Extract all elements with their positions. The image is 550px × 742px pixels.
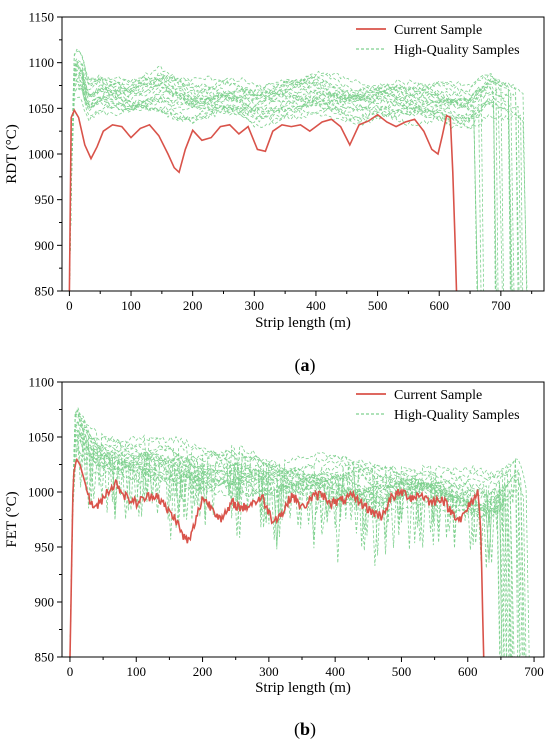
series-high-quality-trace [69, 406, 530, 657]
series-high-quality-trace [69, 410, 512, 657]
series-high-quality-trace [69, 63, 513, 291]
x-axis-label: Strip length (m) [255, 315, 351, 331]
series-high-quality-trace [69, 415, 507, 657]
series-high-quality-trace [69, 82, 511, 291]
series-high-quality-trace [69, 60, 512, 291]
y-tick-label: 1100 [28, 55, 54, 70]
x-tick-label: 500 [392, 664, 412, 679]
y-tick-label: 950 [35, 540, 55, 555]
series-high-quality-trace [69, 422, 501, 657]
series-high-quality-trace [69, 421, 521, 657]
y-tick-label: 1000 [28, 485, 54, 500]
y-tick-label: 1100 [28, 375, 54, 390]
x-tick-label: 200 [183, 298, 203, 313]
series-high-quality-trace [69, 80, 524, 291]
plot-area [68, 48, 528, 291]
series-high-quality-trace [69, 79, 512, 291]
series-high-quality-trace [69, 423, 518, 657]
y-axis-label: FET (°C) [4, 491, 20, 547]
chart-panel-a: 0 100 200 300 400 500 600 700 850 900 950 1000 1050 1… [4, 10, 545, 376]
series-high-quality-trace [69, 73, 479, 291]
series-high-quality-trace [69, 433, 510, 657]
series-high-quality-trace [69, 429, 514, 657]
x-tick-label: 200 [193, 664, 213, 679]
y-tick-label: 950 [35, 192, 55, 207]
y-tick-label: 900 [35, 238, 55, 253]
y-tick-label: 900 [35, 595, 55, 610]
series-high-quality-trace [69, 73, 479, 291]
series-high-quality-trace [69, 73, 504, 291]
x-tick-label: 100 [121, 298, 141, 313]
y-tick-label: 1150 [28, 10, 54, 25]
series-high-quality-trace [69, 63, 519, 291]
chart-panel-b: 0 100 200 300 400 500 600 700 850 900 950 1000 1050 1… [4, 375, 545, 740]
y-tick-label: 1050 [28, 430, 54, 445]
y-tick-label: 1000 [28, 147, 54, 162]
series-high-quality-trace [69, 69, 497, 291]
series-high-quality-trace [69, 63, 484, 291]
series-high-quality-trace [69, 439, 503, 657]
x-tick-label: 0 [66, 298, 73, 313]
series-high-quality-trace [69, 60, 527, 291]
y-tick-label: 850 [35, 650, 55, 665]
x-tick-label: 300 [259, 664, 279, 679]
series-current-sample [68, 108, 458, 291]
series-high-quality-trace [69, 64, 482, 291]
plot-frame [61, 16, 545, 292]
series-high-quality-trace [69, 86, 528, 291]
x-tick-label: 700 [524, 664, 544, 679]
y-tick-label: 850 [35, 284, 55, 299]
series-high-quality-trace [69, 77, 478, 291]
series-high-quality-trace [69, 411, 512, 657]
legend-label-high-quality: High-Quality Samples [394, 408, 520, 423]
x-axis-label: Strip length (m) [255, 680, 351, 696]
x-tick-label: 400 [306, 298, 326, 313]
x-tick-label: 300 [245, 298, 265, 313]
series-high-quality-trace [69, 96, 503, 291]
x-tick-label: 600 [458, 664, 478, 679]
x-tick-label: 100 [127, 664, 147, 679]
plot-area [69, 406, 530, 657]
x-tick-label: 0 [67, 664, 74, 679]
legend-label-current: Current Sample [394, 23, 482, 38]
y-axis-label: RDT (°C) [4, 124, 20, 183]
x-tick-label: 600 [429, 298, 449, 313]
series-high-quality-trace [69, 435, 508, 657]
panel-label: (a) [295, 355, 316, 376]
legend-label-current: Current Sample [394, 388, 482, 403]
x-tick-label: 700 [491, 298, 511, 313]
series-high-quality-trace [69, 409, 520, 657]
series-high-quality-trace [69, 413, 503, 657]
x-tick-label: 500 [368, 298, 388, 313]
series-high-quality-trace [69, 48, 499, 291]
series-high-quality-trace [69, 79, 497, 291]
x-tick-label: 400 [325, 664, 345, 679]
series-high-quality-trace [69, 429, 525, 657]
series-high-quality-trace [69, 68, 496, 291]
legend-label-high-quality: High-Quality Samples [394, 43, 520, 58]
series-high-quality-trace [69, 429, 524, 657]
panel-label: (b) [294, 719, 316, 740]
series-current-sample [69, 457, 485, 657]
y-tick-label: 1050 [28, 101, 54, 116]
